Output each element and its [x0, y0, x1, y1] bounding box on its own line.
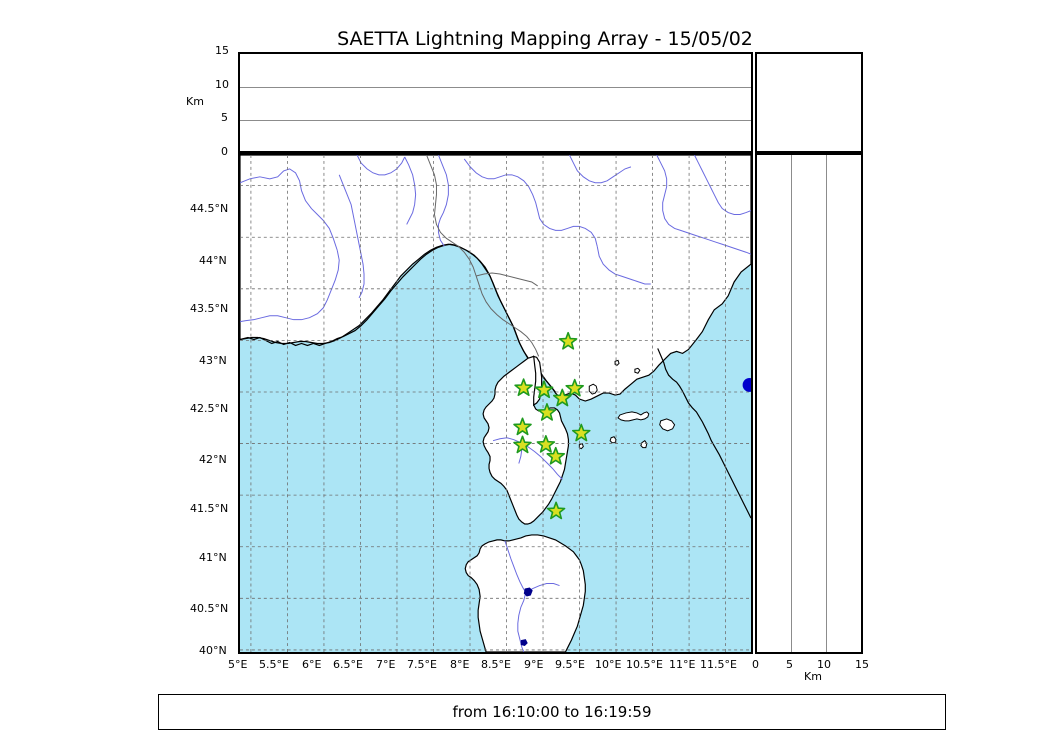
tick-lat-42: 42°N — [199, 453, 227, 466]
tick-lon-9.5: 9.5°E — [555, 658, 585, 671]
tick-lat-43.5: 43.5°N — [190, 302, 229, 315]
altitude-latitude-panel[interactable] — [755, 153, 863, 654]
capraia-islet — [588, 383, 598, 395]
tick-top-10: 10 — [215, 78, 229, 91]
giglio-islet — [640, 440, 648, 449]
rivers-layer — [240, 155, 751, 652]
tick-lon-10: 10°E — [595, 658, 622, 671]
tick-right-15: 15 — [855, 658, 869, 671]
tick-lat-40.5: 40.5°N — [190, 602, 229, 615]
tick-lon-5: 5°E — [228, 658, 248, 671]
tick-lat-40: 40°N — [199, 644, 227, 657]
tick-right-0: 0 — [752, 658, 759, 671]
tick-lat-43: 43°N — [199, 354, 227, 367]
tick-lon-11.5: 11.5°E — [700, 658, 737, 671]
tuscan-coast-detail — [657, 348, 751, 519]
station-marker-4[interactable] — [553, 388, 572, 407]
tick-top-0: 0 — [221, 145, 228, 158]
tick-top-5: 5 — [221, 111, 228, 124]
tick-lat-41: 41°N — [199, 551, 227, 564]
admin-borders-layer — [426, 155, 540, 357]
page-title-text: SAETTA Lightning Mapping Array - 15/05/0… — [337, 28, 753, 50]
page-title: SAETTA Lightning Mapping Array - 15/05/0… — [0, 28, 1050, 50]
lakes-layer — [520, 587, 533, 647]
tick-right-10: 10 — [817, 658, 831, 671]
tick-lat-42.5: 42.5°N — [190, 402, 229, 415]
station-markers-layer[interactable] — [513, 331, 591, 520]
tick-lon-11: 11°E — [669, 658, 696, 671]
elba-island — [617, 411, 650, 422]
tick-lat-41.5: 41.5°N — [190, 502, 229, 515]
tick-lon-7: 7°E — [376, 658, 396, 671]
vhf-source-markers-layer[interactable] — [742, 377, 751, 392]
station-marker-9[interactable] — [536, 435, 556, 453]
tick-lon-10.5: 10.5°E — [626, 658, 663, 671]
tick-top-15: 15 — [215, 44, 229, 57]
station-marker-2[interactable] — [534, 380, 554, 399]
map-gridlines — [240, 155, 751, 652]
station-marker-6[interactable] — [513, 417, 532, 436]
tick-lon-8: 8°E — [450, 658, 470, 671]
gridline-alt-10 — [240, 87, 751, 88]
corsica-landmass — [482, 355, 570, 525]
status-bar-text: from 16:10:00 to 16:19:59 — [452, 703, 652, 721]
lightning-map-panel[interactable] — [238, 153, 753, 654]
tick-lon-6: 6°E — [302, 658, 322, 671]
vhf-source-marker-0[interactable] — [742, 377, 751, 392]
station-marker-11[interactable] — [546, 501, 566, 520]
status-bar: from 16:10:00 to 16:19:59 — [158, 694, 946, 730]
map-canvas[interactable] — [240, 155, 751, 652]
axis-label-right-km: Km — [804, 670, 822, 683]
axis-label-top-km: Km — [186, 95, 204, 108]
station-marker-1[interactable] — [514, 378, 533, 397]
tick-lon-7.5: 7.5°E — [407, 658, 437, 671]
tick-lon-6.5: 6.5°E — [333, 658, 363, 671]
altitude-longitude-panel[interactable] — [238, 52, 753, 153]
tick-lon-9: 9°E — [524, 658, 544, 671]
tick-right-5: 5 — [786, 658, 793, 671]
riviera-coast-detail — [240, 243, 556, 393]
station-marker-10[interactable] — [546, 446, 566, 465]
station-marker-8[interactable] — [513, 435, 532, 454]
tick-lat-44: 44°N — [199, 254, 227, 267]
station-marker-0[interactable] — [558, 331, 578, 350]
station-marker-3[interactable] — [565, 378, 584, 397]
station-marker-5[interactable] — [537, 403, 557, 421]
gridline-km-5 — [791, 155, 792, 652]
tick-lat-44.5: 44.5°N — [190, 202, 229, 215]
altitude-histogram-panel[interactable] — [755, 52, 863, 153]
tick-lon-8.5: 8.5°E — [481, 658, 511, 671]
gridline-alt-5 — [240, 120, 751, 121]
argentario-promontory — [659, 418, 676, 432]
station-marker-7[interactable] — [571, 423, 591, 442]
pianosa-islet — [609, 436, 617, 444]
tick-lon-5.5: 5.5°E — [259, 658, 289, 671]
gridline-km-10 — [826, 155, 827, 652]
northern-islet — [634, 367, 641, 374]
